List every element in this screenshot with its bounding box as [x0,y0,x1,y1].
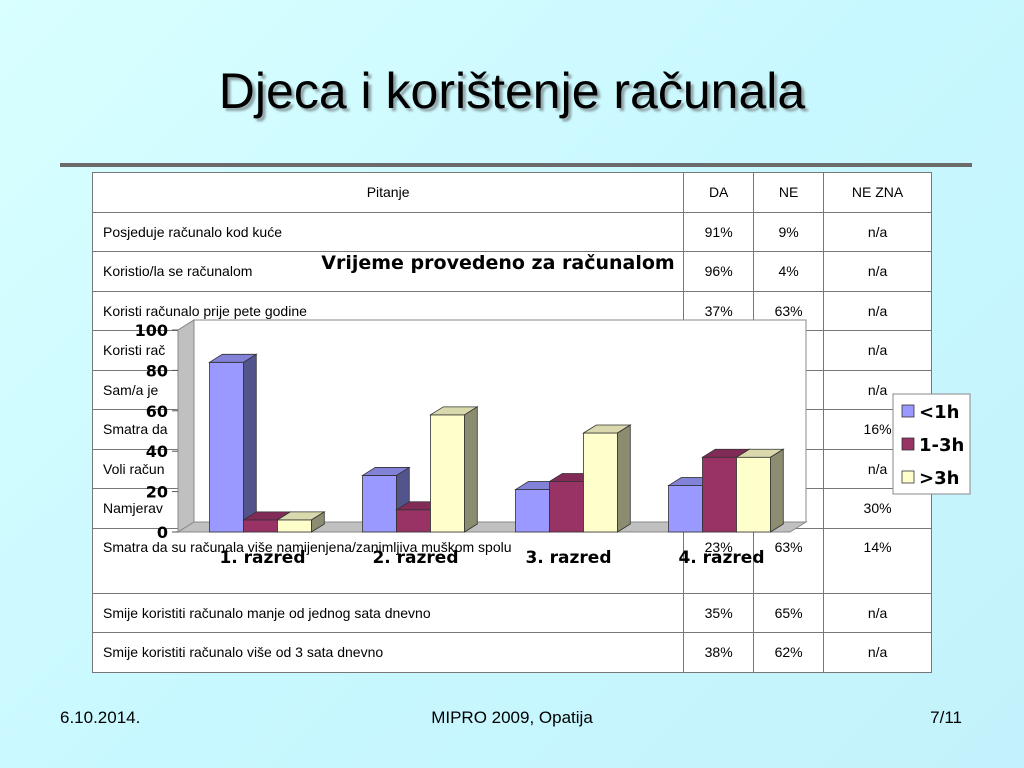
table-row: Smatra da 16% [91,409,932,450]
question-cell: Smije koristiti računalo manje od jednog… [91,592,685,633]
table-row: Koristi rač n/a [91,330,932,371]
ne-zna-cell: n/a [823,330,932,371]
question-cell: Namjerav [91,488,685,529]
ne-cell: 65% [753,592,825,633]
ne-zna-cell: n/a [823,369,932,410]
table-row: Smatra da su računala više namijenjena/z… [91,527,932,594]
ne-zna-cell: n/a [823,211,932,252]
question-cell: Koristi računalo prije pete godine [91,290,685,331]
table-header-row: Pitanje DA NE NE ZNA [91,172,932,213]
ne-cell: 63% [753,290,825,331]
ne-cell: 62% [753,632,825,673]
ne-zna-cell: n/a [823,632,932,673]
table-row: Koristio/la se računalom 96% 4% n/a [91,251,932,292]
table-row: Sam/a je n/a [91,369,932,410]
ne-cell [753,330,825,371]
survey-table: Pitanje DA NE NE ZNA Posjeduje računalo … [91,172,932,673]
title-divider [60,163,972,167]
footer-date: 6.10.2014. [60,708,141,727]
da-cell: 23% [683,527,755,594]
ne-zna-cell: n/a [823,290,932,331]
ne-cell [753,369,825,410]
da-cell [683,369,755,410]
da-cell [683,448,755,489]
ne-cell: 9% [753,211,825,252]
ne-zna-cell: n/a [823,592,932,633]
table-row: Koristi računalo prije pete godine 37% 6… [91,290,932,331]
ne-zna-cell: 14% [823,527,932,594]
question-cell: Koristio/la se računalom [91,251,685,292]
table-row: Posjeduje računalo kod kuće 91% 9% n/a [91,211,932,252]
da-cell: 91% [683,211,755,252]
ne-cell: 63% [753,527,825,594]
da-cell: 96% [683,251,755,292]
header-ne-zna: NE ZNA [823,172,932,213]
header-pitanje: Pitanje [91,172,685,213]
table-row: Smije koristiti računalo manje od jednog… [91,592,932,633]
slide-title: Djeca i korištenje računala [218,63,806,119]
question-cell: Sam/a je [91,369,685,410]
ne-zna-cell: 30% [823,488,932,529]
ne-zna-cell: n/a [823,448,932,489]
table-row: Voli račun n/a [91,448,932,489]
da-cell [683,488,755,529]
question-cell: Posjeduje računalo kod kuće [91,211,685,252]
ne-zna-cell: 16% [823,409,932,450]
question-cell: Koristi rač [91,330,685,371]
question-cell: Voli račun [91,448,685,489]
ne-cell [753,448,825,489]
header-da: DA [683,172,755,213]
footer-page-number: 7/11 [930,708,962,727]
da-cell: 38% [683,632,755,673]
question-cell: Smatra da su računala više namijenjena/z… [91,527,685,594]
da-cell: 35% [683,592,755,633]
ne-cell [753,488,825,529]
table-row: Smije koristiti računalo više od 3 sata … [91,632,932,673]
ne-cell: 4% [753,251,825,292]
question-cell: Smatra da [91,409,685,450]
question-cell: Smije koristiti računalo više od 3 sata … [91,632,685,673]
footer-conference: MIPRO 2009, Opatija [431,708,593,727]
ne-cell [753,409,825,450]
table-row: Namjerav 30% [91,488,932,529]
da-cell [683,330,755,371]
da-cell: 37% [683,290,755,331]
da-cell [683,409,755,450]
ne-zna-cell: n/a [823,251,932,292]
header-ne: NE [753,172,825,213]
